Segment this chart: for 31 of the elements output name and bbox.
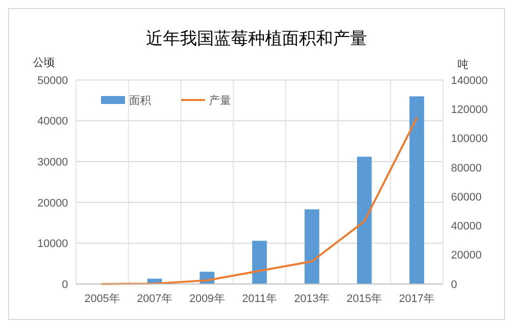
legend-label: 产量 <box>209 94 231 107</box>
y2-tick-label: 20000 <box>451 250 482 262</box>
legend-label: 面积 <box>129 94 151 107</box>
x-tick-label: 2011年 <box>242 293 277 305</box>
line-series <box>101 116 418 285</box>
y2-tick-label: 40000 <box>451 220 482 233</box>
y-tick-label: 0 <box>62 278 68 291</box>
x-tick-label: 2017年 <box>399 293 435 305</box>
bar <box>357 156 372 284</box>
bar <box>304 209 320 284</box>
x-tick-label: 2005年 <box>84 293 120 305</box>
bar <box>252 240 267 284</box>
y2-tick-label: 80000 <box>451 162 482 174</box>
y-axis-title: 公顷 <box>33 57 55 69</box>
x-tick-label: 2009年 <box>189 293 225 305</box>
x-tick-label: 2013年 <box>294 293 330 305</box>
y2-tick-label: 140000 <box>451 74 488 87</box>
y2-tick-label: 0 <box>451 278 458 291</box>
y2-tick-label: 120000 <box>451 104 488 116</box>
y-tick-label: 10000 <box>37 238 68 250</box>
y2-axis-title: 吨 <box>458 58 468 71</box>
chart-title: 近年我国蓝莓种植面积和产量 <box>146 29 367 48</box>
bar <box>409 96 424 284</box>
x-tick-label: 2007年 <box>136 293 172 305</box>
y-tick-label: 50000 <box>37 74 68 87</box>
y2-tick-label: 60000 <box>451 191 482 204</box>
y2-tick-label: 100000 <box>451 133 488 146</box>
y-tick-label: 30000 <box>37 156 68 168</box>
x-tick-label: 2015年 <box>346 293 382 305</box>
y-tick-label: 40000 <box>37 116 68 128</box>
y-tick-label: 20000 <box>37 197 68 210</box>
